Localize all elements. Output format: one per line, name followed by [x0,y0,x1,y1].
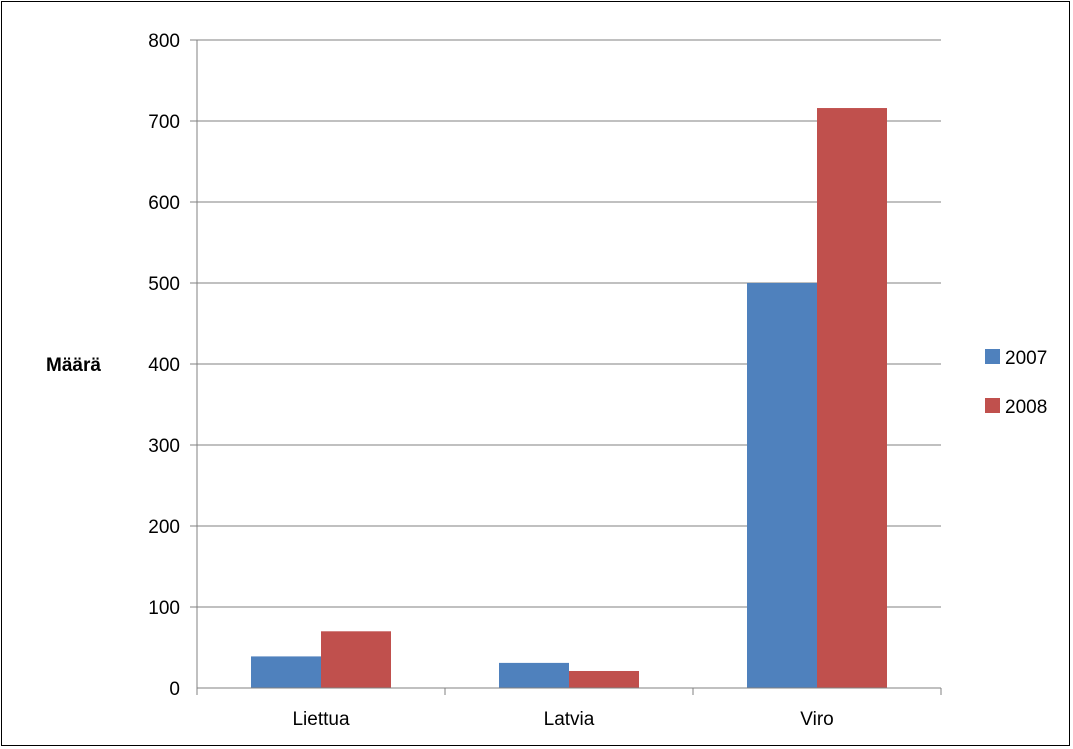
y-tick-label: 500 [148,274,180,295]
y-axis-ticks: 0 100 200 300 400 500 600 700 800 [148,31,180,700]
y-tick-label: 600 [148,193,180,214]
y-tick-label: 0 [169,679,180,700]
x-category-label: Viro [800,709,833,730]
y-tick-label: 100 [148,598,180,619]
legend-swatch-2008 [985,398,1000,413]
x-axis-category-labels: Liettua Latvia Viro [292,709,833,730]
bar-2007-Viro [747,283,817,688]
x-category-label: Latvia [544,709,595,730]
bars [251,108,887,689]
legend-label-2007: 2007 [1005,348,1047,369]
y-tick-label: 200 [148,517,180,538]
y-tick-label: 700 [148,112,180,133]
y-tick-label: 400 [148,355,180,376]
legend: 2007 2008 [985,348,1047,418]
bar-2008-Liettua [321,631,391,688]
legend-label-2008: 2008 [1005,397,1047,418]
bar-2008-Viro [817,108,887,689]
y-tick-label: 300 [148,436,180,457]
x-axis-ticks [196,688,942,695]
bar-2007-Liettua [251,656,321,688]
bar-2007-Latvia [499,662,569,688]
legend-swatch-2007 [985,349,1000,364]
y-axis-title: Määrä [46,355,101,376]
bar-2008-Latvia [569,670,639,688]
x-category-label: Liettua [292,709,349,730]
y-tick-label: 800 [148,31,180,52]
